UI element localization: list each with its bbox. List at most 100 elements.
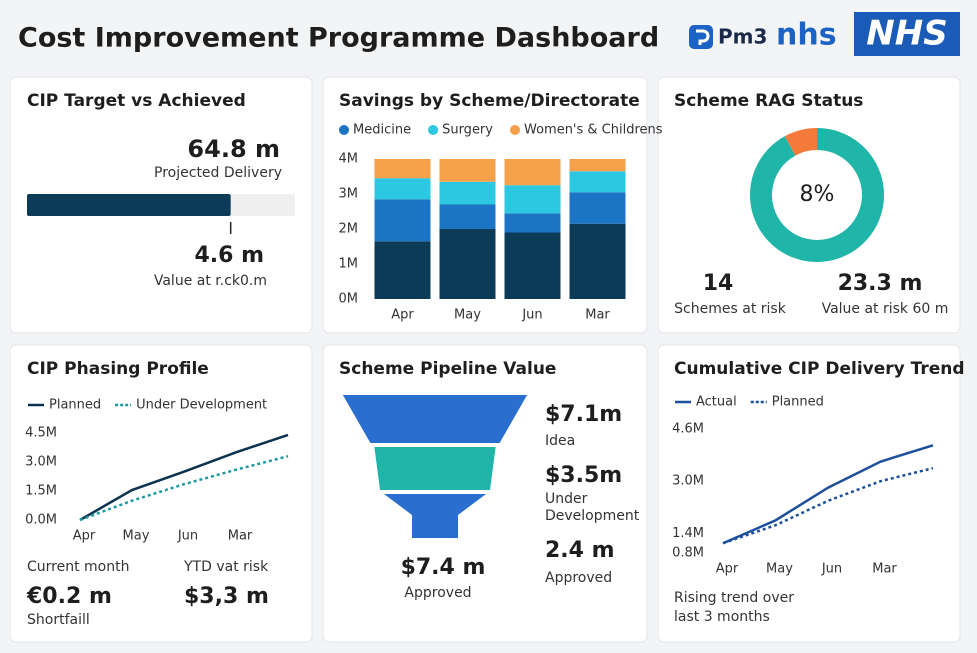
funnel-label: Under Development [545,491,640,524]
bar-segment [374,178,431,200]
y-tick-label: 4.6M [672,422,704,437]
y-tick-label: 4.5M [25,426,57,441]
x-tick-label: Mar [585,308,610,323]
panel-title: Scheme RAG Status [674,91,863,111]
y-tick-label: 3.0M [25,455,57,470]
bar-segment [569,171,626,193]
y-tick-label: 3M [339,187,359,202]
funnel-value: $7.1m [545,402,622,427]
y-tick-label: 4M [339,152,359,167]
legend-label: Medicine [353,123,411,138]
progress-bar [27,194,231,216]
panel [322,344,648,643]
x-tick-label: Mar [872,562,897,577]
x-tick-label: Apr [716,562,739,577]
donut-segment [784,128,817,156]
page-title: Cost Improvement Programme Dashboard [18,23,659,54]
funnel-tier [342,395,528,443]
bar-segment [569,159,626,172]
legend-label: Planned [49,398,101,413]
panel [9,344,313,643]
legend-label: Women's & Childrens [524,123,663,138]
bar-segment [374,199,431,242]
x-tick-label: Apr [73,529,96,544]
x-tick-label: Jun [521,308,542,323]
y-tick-label: 0M [339,292,359,307]
panel-title: CIP Phasing Profile [27,359,209,379]
x-tick-label: May [766,562,793,577]
bar-segment [504,213,561,233]
funnel-tier [384,494,486,538]
panel [657,76,961,334]
donut-segment [749,128,884,262]
kpi-value: 23.3 m [838,271,923,296]
funnel-tier [374,447,496,490]
donut-label: 8% [800,182,835,207]
line-series [79,433,289,522]
funnel-total-label: Approved [404,585,471,601]
bar-segment [374,159,431,179]
kpi-value: €0.2 m [26,584,112,609]
bar-segment [439,204,496,229]
panel-title: Cumulative CIP Delivery Trend [674,359,965,379]
line-series [79,454,289,522]
legend-label: Planned [772,395,824,410]
panel-title: Scheme Pipeline Value [339,359,556,379]
kpi-caption: Current month [27,559,129,575]
x-tick-label: Mar [228,529,253,544]
kpi-value: 14 [703,271,734,296]
legend-swatch [339,125,349,135]
bar-segment [439,159,496,182]
kpi-label: Projected Delivery [154,165,282,181]
funnel-label: Approved [545,570,612,586]
kpi-label: Shortfaill [27,612,90,628]
y-tick-label: 1.4M [672,526,704,541]
legend-label: Actual [696,395,737,410]
panel-title: Savings by Scheme/Directorate [339,91,640,111]
kpi-label: Schemes at risk [674,301,787,317]
pm3-icon [689,25,713,49]
y-tick-label: 1M [339,257,359,272]
line-series [722,466,934,545]
kpi-value: $3,3 m [184,584,269,609]
x-tick-label: May [454,308,481,323]
bar-segment [504,159,561,186]
bar-segment [504,232,561,299]
funnel-value: $3.5m [545,463,622,488]
legend-label: Under Development [136,398,267,413]
bar-segment [569,223,626,299]
funnel-total: $7.4 m [401,555,486,580]
panel-title: CIP Target vs Achieved [27,91,246,111]
panel [657,344,961,643]
x-tick-label: Apr [391,308,414,323]
y-tick-label: 2M [339,222,359,237]
y-tick-label: 3.0M [672,474,704,489]
line-series [722,444,934,545]
bar-segment [504,185,561,214]
logo-text: nhs [776,18,837,53]
bar-segment [569,192,626,224]
y-tick-label: 0.0M [25,513,57,528]
kpi-label: Value at r.ck0.m [154,273,267,289]
legend-swatch [509,125,520,135]
logo-text: Pm3 [718,25,767,49]
bar-segment [439,229,496,299]
x-tick-label: Jun [177,529,198,544]
note: Rising trend over last 3 months [674,590,794,625]
y-tick-label: 0.8M [672,546,704,561]
legend-swatch [428,125,439,135]
funnel-label: Idea [545,433,575,449]
x-tick-label: Jun [821,562,842,577]
kpi-caption: YTD vat risk [183,559,269,575]
x-tick-label: May [123,529,150,544]
nhs-box [854,12,960,56]
kpi-value: 64.8 m [187,135,280,163]
funnel-value: 2.4 m [545,538,615,563]
logo-text: NHS [866,14,947,54]
y-tick-label: 1.5M [25,484,57,499]
legend-label: Surgery [442,123,493,138]
kpi-value: 4.6 m [194,243,264,268]
bar-segment [439,181,496,205]
kpi-label: Value at risk 60 m [822,301,949,317]
